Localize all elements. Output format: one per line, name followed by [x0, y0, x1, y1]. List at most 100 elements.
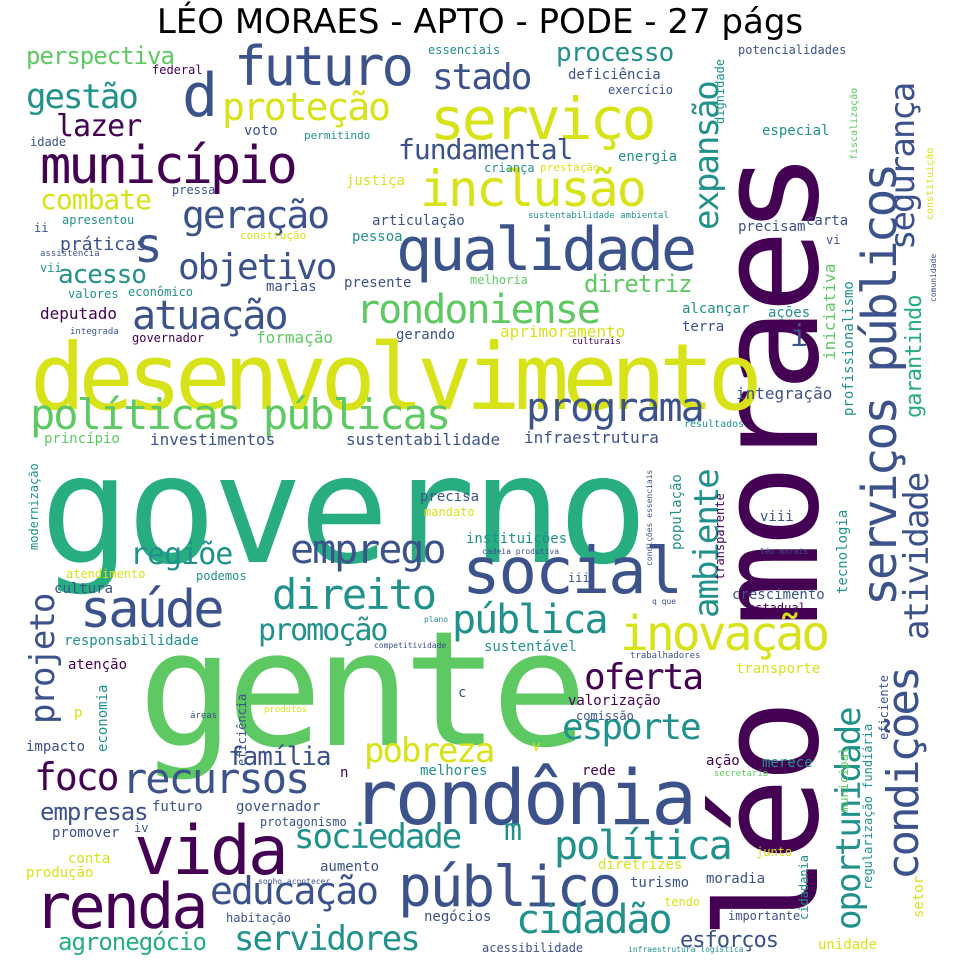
word-processo: processo [556, 38, 674, 68]
word-economico: econômico [128, 285, 194, 299]
word-moradia: moradia [706, 871, 766, 887]
word-leo-morais: léo morais [760, 547, 809, 556]
word-programa: programa [526, 385, 705, 431]
word-sustentabilidade: sustentabilidade [346, 430, 501, 449]
word-combate: combate [40, 183, 152, 216]
word-futuro-top: futuro [234, 35, 414, 98]
word-social: social [462, 535, 683, 609]
word-iv: iv [134, 821, 149, 835]
word-habitacao: habitação [226, 911, 292, 925]
word-acesso: acesso [58, 260, 147, 290]
word-esforcos: esforços [680, 928, 779, 953]
word-estadual: estadual [748, 601, 806, 615]
word-governo: governo [40, 424, 648, 598]
word-investimentos: investimentos [150, 430, 276, 449]
word-cidadao: cidadão [516, 897, 673, 943]
word-acao: ação [706, 753, 740, 769]
word-setor: setor [911, 875, 927, 918]
word-publico: público [398, 855, 622, 920]
word-rondonia: rondônia [352, 753, 697, 842]
word-crianca: criança [484, 161, 535, 175]
word-impacto: impacto [26, 739, 86, 755]
word-tendo: tendo [664, 895, 701, 909]
word-merece: merece [762, 755, 813, 771]
word-prestacao: prestação [540, 161, 600, 174]
word-condicoes-essenciais: condições essenciais [645, 469, 654, 566]
word-justica: justiça [346, 173, 406, 189]
word-regularizacao-fundiaria: regularização fundiária [861, 723, 875, 890]
word-secretaria: secretaria [714, 769, 769, 779]
page-title: LÉO MORAES - APTO - PODE - 27 págs [156, 2, 804, 42]
word-perspectiva: perspectiva [26, 42, 175, 70]
word-iii: iii [568, 571, 590, 585]
word-voto: voto [244, 123, 278, 139]
word-permitindo: permitindo [304, 129, 371, 142]
word-acessibilidade: acessibilidade [482, 941, 584, 955]
word-profissionalismo: profissionalismo [841, 281, 857, 416]
word-valores: valores [68, 287, 119, 301]
word-melhores: melhores [420, 763, 488, 779]
word-c: c [458, 685, 467, 701]
word-junto: junto [756, 845, 793, 859]
word-renda: renda [34, 870, 209, 943]
word-presente: presente [344, 275, 412, 291]
word-emprego: emprego [290, 527, 447, 573]
word-deficiencia: deficiência [568, 67, 661, 83]
word-lazer: lazer [56, 109, 142, 144]
word-vi: vi [826, 233, 841, 247]
word-cultura: cultura [54, 581, 114, 597]
word-potencialidades: potencialidades [738, 43, 847, 57]
word-comunidade: comunidade [929, 253, 938, 302]
word-politica: política [554, 823, 733, 869]
word-pobreza: pobreza [364, 731, 495, 771]
word-i: i [790, 319, 809, 354]
word-eficiente: eficiente [877, 674, 891, 740]
word-inclusao: inclusão [420, 160, 647, 218]
word-fundamental: fundamental [398, 133, 573, 166]
word-futuro-small: futuro [152, 799, 203, 815]
word-gestao: gestão [26, 77, 139, 117]
word-energia: energia [618, 149, 678, 165]
word-comissao: comissão [576, 709, 634, 723]
word-v: v [532, 739, 541, 755]
word-atuacao: atuação [132, 293, 289, 339]
word-oferta: oferta [584, 657, 704, 698]
word-educacao: educação [210, 869, 379, 913]
word-conta: conta [68, 851, 111, 867]
word-regiao: regiõe [130, 537, 233, 572]
word-formacao: formação [256, 328, 334, 347]
word-municipal: municipal [837, 746, 851, 812]
word-podemos: podemos [196, 569, 247, 583]
word-pessoa: pessoa [352, 229, 403, 245]
word-mandato: mandato [424, 505, 475, 519]
word-atendimento: atendimento [66, 567, 146, 581]
word-principio: princípio [44, 431, 120, 447]
word-viii: viii [760, 509, 794, 525]
word-vii: vii [40, 261, 62, 275]
word-diretrizes: diretrizes [598, 857, 683, 873]
word-tecnologia: tecnologia [835, 509, 851, 594]
word-sociedade: sociedade [294, 817, 462, 857]
word-servidores: servidores [234, 919, 421, 959]
word-crescimento: crescimento [732, 587, 825, 603]
word-areas: áreas [190, 711, 218, 721]
word-projeto: projeto [23, 594, 63, 724]
word-apresentou: apresentou [62, 213, 135, 227]
word-responsabilidade: responsabilidade [64, 633, 199, 649]
word-turismo: turismo [630, 875, 690, 891]
word-ii: ii [34, 221, 49, 235]
word-sonho-acontecer: sonho acontecer [258, 877, 331, 886]
word-producao: produção [26, 865, 94, 881]
word-governador: governador [132, 331, 205, 345]
word-infraestrutura: infraestrutura [524, 428, 659, 447]
word-m: m [504, 813, 523, 848]
word-objetivo: objetivo [178, 247, 337, 288]
word-alcancar: alcançar [682, 301, 750, 317]
word-essenciais: essenciais [428, 43, 501, 57]
word-gerando: gerando [396, 327, 456, 343]
word-seguranca: segurança [883, 83, 923, 250]
word-familia: família [228, 742, 332, 772]
word-fiscalizacao: fiscalização [849, 87, 860, 160]
word-s: s [134, 218, 163, 274]
word-saude: saúde [80, 580, 225, 640]
